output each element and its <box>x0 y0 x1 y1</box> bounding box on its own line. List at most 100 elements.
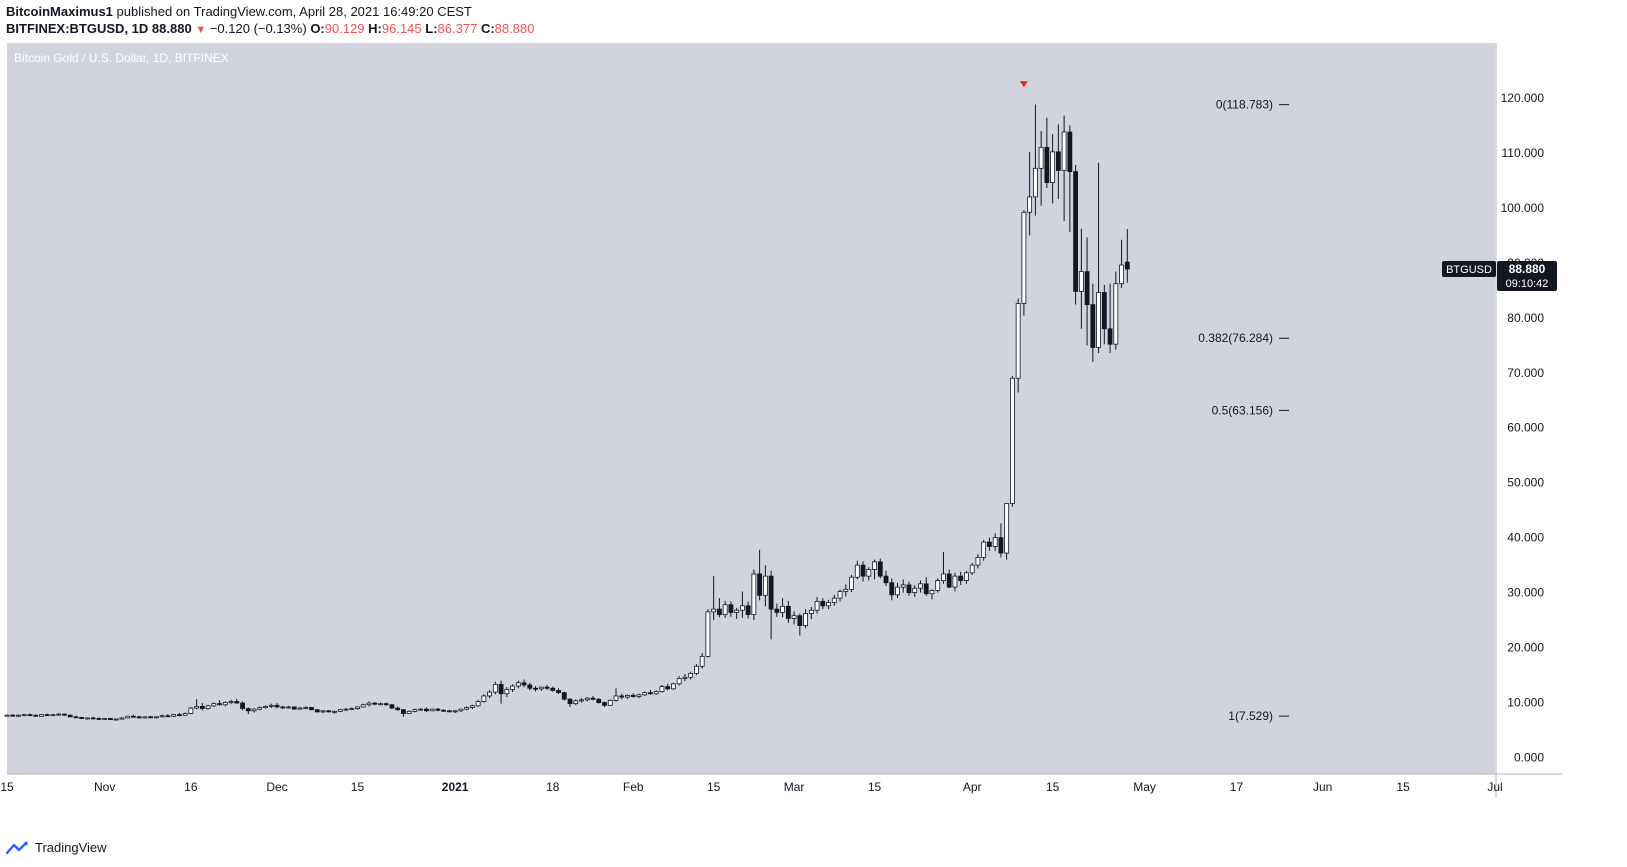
candle-body <box>797 615 803 627</box>
candle-body <box>1124 261 1130 270</box>
candle-body <box>1078 271 1084 292</box>
x-tick-label: 2021 <box>442 780 469 794</box>
candle-body <box>716 608 722 616</box>
candle-body <box>372 702 378 705</box>
candle-body <box>199 705 205 709</box>
candle-body <box>504 688 510 695</box>
candle-body <box>389 704 395 709</box>
candle-body <box>981 541 987 558</box>
x-tick-label: 18 <box>546 780 560 794</box>
low-label: L: <box>425 21 438 36</box>
candle-body <box>176 714 182 717</box>
author-name[interactable]: BitcoinMaximus1 <box>6 4 113 19</box>
candle-body <box>923 583 929 595</box>
candle-body <box>263 705 268 708</box>
tradingview-logo-icon <box>6 841 28 854</box>
candle-body <box>837 591 843 599</box>
candle-body <box>274 704 280 708</box>
candle-body <box>854 564 860 578</box>
y-tick-label: 110.000 <box>1502 146 1545 160</box>
candle-body <box>630 695 636 697</box>
peak-marker-triangle <box>1019 81 1028 88</box>
candle-body <box>866 569 872 577</box>
candle-body <box>458 708 464 712</box>
candle-body <box>205 705 211 709</box>
candle-body <box>1027 196 1033 213</box>
candle-body <box>711 608 717 613</box>
candle-body <box>142 716 148 719</box>
candle-body <box>222 702 228 706</box>
candle-body <box>544 686 550 689</box>
candle-body <box>998 537 1004 554</box>
last-price: 88.880 <box>151 21 192 36</box>
candle-body <box>73 716 79 719</box>
candle-body <box>39 714 44 717</box>
x-tick-label: 15 <box>1396 780 1410 794</box>
candle-body <box>188 707 194 714</box>
candle-body <box>584 697 590 701</box>
candle-body <box>820 601 826 607</box>
candle-body <box>469 705 475 708</box>
candle-body <box>619 695 625 698</box>
candle-body <box>1050 151 1056 184</box>
x-tick-label: Dec <box>266 780 287 794</box>
candle-body <box>883 575 889 584</box>
plot-area[interactable] <box>7 43 1495 774</box>
candle-body <box>636 694 642 697</box>
y-tick-label: 70.000 <box>1507 366 1544 380</box>
candle-body <box>521 682 527 686</box>
candle-body <box>722 604 728 616</box>
candle-body <box>734 609 740 613</box>
price-axis[interactable] <box>1496 43 1562 774</box>
candle-body <box>510 685 515 690</box>
candle-body <box>435 708 441 711</box>
candle-body <box>423 708 429 712</box>
y-tick-label: 80.000 <box>1507 311 1544 325</box>
candle-body <box>1004 503 1010 554</box>
candle-body <box>550 687 556 691</box>
y-tick-label: 20.000 <box>1507 641 1544 655</box>
candle-body <box>872 561 877 570</box>
candle-body <box>900 584 906 588</box>
candle-body <box>130 715 136 718</box>
price-tag-value: 88.880 <box>1509 262 1546 276</box>
candle-body <box>567 698 573 705</box>
time-axis[interactable] <box>7 774 1495 798</box>
price-change: −0.120 (−0.13%) <box>209 21 307 36</box>
candle-body <box>573 700 579 705</box>
candle-body <box>665 686 671 690</box>
candle-body <box>648 692 653 695</box>
candle-body <box>291 706 297 710</box>
candle-body <box>1015 303 1021 379</box>
candle-body <box>676 677 682 685</box>
candle-body <box>607 699 613 706</box>
candle-body <box>268 704 274 707</box>
candle-body <box>762 575 768 596</box>
candle-body <box>964 572 969 581</box>
candle-body <box>217 703 222 706</box>
candle-body <box>1101 292 1107 330</box>
candle-body <box>515 682 521 687</box>
candle-body <box>682 676 688 679</box>
y-tick-label: 100.000 <box>1501 201 1545 215</box>
fib-level-label: 0.5(63.156) <box>1212 403 1273 417</box>
candle-body <box>757 573 763 596</box>
candle-body <box>561 692 567 700</box>
candle-body <box>33 714 39 717</box>
candle-body <box>1061 131 1067 171</box>
candle-body <box>320 710 326 713</box>
candle-body <box>1044 147 1050 184</box>
candle-body <box>987 541 992 547</box>
footer-brand[interactable]: TradingView <box>6 840 107 855</box>
candle-body <box>739 605 745 611</box>
candle-body <box>768 575 774 610</box>
candle-body <box>780 605 786 613</box>
x-tick-label: Nov <box>94 780 115 794</box>
candle-body <box>343 708 349 711</box>
symbol-tag-label: BTGUSD <box>1446 264 1492 276</box>
open-value: 90.129 <box>324 21 365 36</box>
candle-body <box>16 714 21 717</box>
candle-body <box>785 605 791 619</box>
candle-body <box>1107 328 1113 345</box>
